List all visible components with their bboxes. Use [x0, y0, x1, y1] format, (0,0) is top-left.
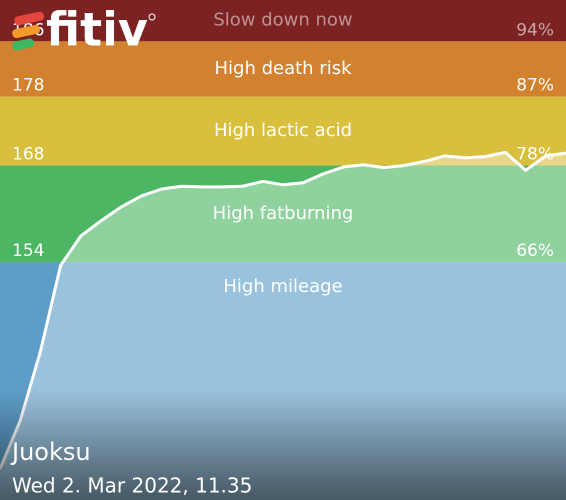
- zone-bound: 168: [12, 145, 44, 165]
- bottom-shade: [0, 390, 566, 500]
- logo-text: fitiv: [46, 3, 148, 57]
- zone-percent: 94%: [516, 20, 554, 40]
- zone-label: High mileage: [223, 276, 342, 297]
- zone-bound: 178: [12, 76, 44, 96]
- zone-band: [0, 165, 566, 263]
- activity-date: Wed 2. Mar 2022, 11.35: [12, 474, 252, 498]
- zone-band: [0, 96, 566, 166]
- zone-percent: 66%: [516, 241, 554, 261]
- zone-percent: 78%: [516, 145, 554, 165]
- zone-label: High death risk: [214, 58, 352, 79]
- zone-label: High fatburning: [213, 203, 354, 224]
- zone-band: [0, 0, 566, 42]
- zone-bound: 154: [12, 241, 44, 261]
- logo-icon: [12, 11, 44, 51]
- zone-percent: 87%: [516, 76, 554, 96]
- activity-name: Juoksu: [10, 438, 91, 466]
- logo: fitiv: [12, 3, 156, 57]
- zone-band: [0, 41, 566, 97]
- zone-label: High lactic acid: [214, 120, 352, 141]
- zone-label: Slow down now: [213, 10, 352, 31]
- line: [0, 150, 566, 470]
- trademark: [148, 13, 156, 21]
